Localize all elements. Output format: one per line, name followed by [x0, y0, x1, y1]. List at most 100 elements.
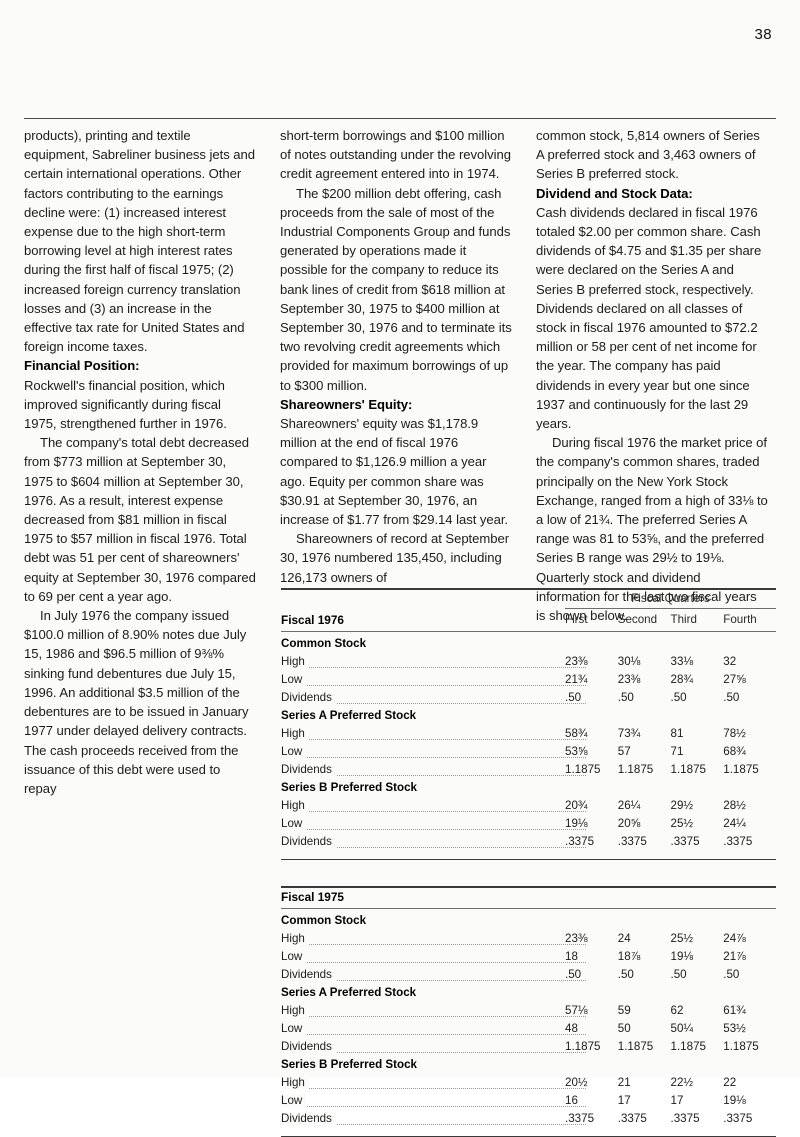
- section-heading: Financial Position:: [24, 358, 140, 374]
- value-cell: 57⅛: [565, 1003, 588, 1017]
- value-cell: 23⅜: [617, 672, 641, 686]
- dotted-leader: [281, 1015, 586, 1017]
- value-cell: 30⅛: [617, 654, 641, 668]
- row-label: Low: [281, 1093, 307, 1107]
- value-cell: .50: [565, 967, 582, 981]
- table-top-rule: [281, 588, 776, 590]
- dotted-leader: [281, 1033, 586, 1035]
- row-values: 1.1875 1.1875 1.1875 1.1875: [565, 763, 776, 776]
- dotted-leader: [281, 1087, 586, 1089]
- value-cell: .50: [723, 967, 740, 981]
- table-row: Dividends .50 .50 .50 .50: [281, 690, 776, 708]
- row-values: 16 17 17 19⅛: [565, 1094, 776, 1107]
- value-cell: 58¾: [565, 726, 588, 740]
- value-cell: 23⅜: [565, 654, 588, 668]
- row-label: High: [281, 931, 309, 945]
- stock-class-heading-row: Series B Preferred Stock: [281, 1057, 776, 1075]
- value-cell: .3375: [670, 1111, 700, 1125]
- body-paragraph: Shareowners' equity was $1,178.9 million…: [280, 416, 509, 528]
- dotted-leader: [281, 684, 586, 686]
- value-cell: 21⅞: [723, 949, 746, 963]
- row-values: .50 .50 .50 .50: [565, 691, 776, 704]
- fiscal-year-header-row: Fiscal 1976 First Second Third Fourth: [281, 611, 776, 631]
- value-cell: 57: [617, 744, 631, 758]
- value-cell: 81: [670, 726, 684, 740]
- section-heading: Shareowners' Equity:: [280, 396, 413, 412]
- stock-class-heading-row: Series B Preferred Stock: [281, 780, 776, 798]
- value-cell: 25½: [670, 931, 694, 945]
- row-label: Dividends: [281, 967, 336, 981]
- quarter-header-3: Third: [670, 612, 697, 626]
- dotted-leader: [281, 774, 586, 776]
- value-cell: 19⅛: [670, 949, 694, 963]
- value-cell: 1.1875: [565, 762, 601, 776]
- text-column-1: products), printing and textile equipmen…: [24, 126, 256, 798]
- value-cell: 24¼: [723, 816, 746, 830]
- value-cell: 29½: [670, 798, 694, 812]
- row-values: 18 18⅞ 19⅛ 21⅞: [565, 950, 776, 963]
- value-cell: .3375: [565, 1111, 595, 1125]
- value-cell: .3375: [617, 1111, 647, 1125]
- row-values: .3375 .3375 .3375 .3375: [565, 835, 776, 848]
- value-cell: .3375: [565, 834, 595, 848]
- value-cell: 50: [617, 1021, 631, 1035]
- value-cell: .3375: [723, 834, 753, 848]
- spacer: [281, 860, 776, 886]
- value-cell: 19⅛: [565, 816, 588, 830]
- fiscal-quarters-label: Fiscal Quarters: [631, 591, 710, 605]
- value-cell: .50: [670, 690, 687, 704]
- table-row: High 20¾ 26¼ 29½ 28½: [281, 798, 776, 816]
- row-values: 48 50 50¼ 53½: [565, 1022, 776, 1035]
- value-cell: 1.1875: [565, 1039, 601, 1053]
- value-cell: 19⅛: [723, 1093, 746, 1107]
- table-row: Low 53⅝ 57 71 68¾: [281, 744, 776, 762]
- value-cell: 27⅝: [723, 672, 746, 686]
- dotted-leader: [281, 756, 586, 758]
- row-values: 1.1875 1.1875 1.1875 1.1875: [565, 1040, 776, 1053]
- value-cell: .50: [617, 690, 634, 704]
- value-cell: 1.1875: [617, 762, 654, 776]
- row-label: High: [281, 1003, 309, 1017]
- row-label: Low: [281, 816, 307, 830]
- quarter-header-4: Fourth: [723, 612, 757, 626]
- table-row: High 57⅛ 59 62 61¾: [281, 1003, 776, 1021]
- row-label: Dividends: [281, 1039, 336, 1053]
- dotted-leader: [281, 846, 586, 848]
- row-label: Dividends: [281, 762, 336, 776]
- quarterly-stock-dividend-table: Fiscal Quarters Fiscal 1976 First Second Thi…: [281, 588, 776, 1137]
- spacer: [281, 852, 776, 859]
- stock-class-heading-row: Common Stock: [281, 913, 776, 931]
- dotted-leader: [281, 666, 586, 668]
- value-cell: 24: [617, 931, 631, 945]
- row-values: 21¾ 23⅜ 28¾ 27⅝: [565, 673, 776, 686]
- fiscal-year-label: Fiscal 1976: [281, 612, 344, 627]
- stock-class-label: Series B Preferred Stock: [281, 1057, 417, 1071]
- row-label: Low: [281, 744, 307, 758]
- row-values: 53⅝ 57 71 68¾: [565, 745, 776, 758]
- quarter-header-2: Second: [617, 612, 658, 626]
- stock-class-heading-row: Series A Preferred Stock: [281, 985, 776, 1003]
- text-columns: products), printing and textile equipmen…: [24, 126, 776, 798]
- value-cell: 32: [723, 654, 737, 668]
- dotted-leader: [281, 828, 586, 830]
- value-cell: 71: [670, 744, 684, 758]
- table-row: Dividends .50 .50 .50 .50: [281, 967, 776, 985]
- value-cell: 20⅝: [617, 816, 641, 830]
- value-cell: 59: [617, 1003, 631, 1017]
- value-cell: 61¾: [723, 1003, 746, 1017]
- dotted-leader: [281, 961, 586, 963]
- quarter-header-1: First: [565, 612, 588, 626]
- value-cell: 18: [565, 949, 578, 963]
- stock-class-heading-row: Series A Preferred Stock: [281, 708, 776, 726]
- table-top-rule: [281, 886, 776, 888]
- body-paragraph: During fiscal 1976 the market price of t…: [536, 435, 768, 624]
- row-label: Low: [281, 949, 307, 963]
- stock-class-label: Series A Preferred Stock: [281, 708, 417, 722]
- value-cell: 53⅝: [565, 744, 588, 758]
- text-column-2: short-term borrowings and $100 million o…: [280, 126, 512, 798]
- table-row: High 23⅜ 24 25½ 24⅞: [281, 931, 776, 949]
- body-paragraph: Shareowners of record at September 30, 1…: [280, 531, 510, 585]
- value-cell: 68¾: [723, 744, 746, 758]
- row-label: Low: [281, 1021, 307, 1035]
- value-cell: 28½: [723, 798, 746, 812]
